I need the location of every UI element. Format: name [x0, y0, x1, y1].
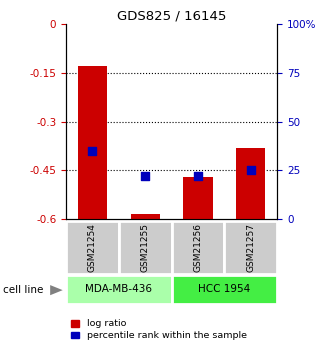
Text: HCC 1954: HCC 1954 — [198, 285, 250, 294]
Bar — [183, 177, 213, 219]
Bar — [131, 214, 160, 219]
Bar — [224, 221, 277, 274]
Bar — [236, 148, 265, 219]
Bar — [172, 221, 224, 274]
Point — [143, 174, 148, 179]
Bar — [66, 221, 119, 274]
Text: GSM21254: GSM21254 — [88, 223, 97, 272]
Bar — [78, 66, 107, 219]
Legend: log ratio, percentile rank within the sample: log ratio, percentile rank within the sa… — [71, 319, 247, 340]
Bar — [66, 275, 172, 304]
Text: cell line: cell line — [3, 286, 44, 295]
Point — [195, 174, 201, 179]
Text: GSM21255: GSM21255 — [141, 223, 150, 272]
Point — [248, 168, 253, 173]
Polygon shape — [50, 285, 63, 295]
Text: GSM21257: GSM21257 — [246, 223, 255, 272]
Bar — [172, 275, 277, 304]
Text: GSM21256: GSM21256 — [193, 223, 203, 272]
Title: GDS825 / 16145: GDS825 / 16145 — [117, 10, 226, 23]
Text: MDA-MB-436: MDA-MB-436 — [85, 285, 152, 294]
Bar — [119, 221, 172, 274]
Point — [90, 148, 95, 154]
